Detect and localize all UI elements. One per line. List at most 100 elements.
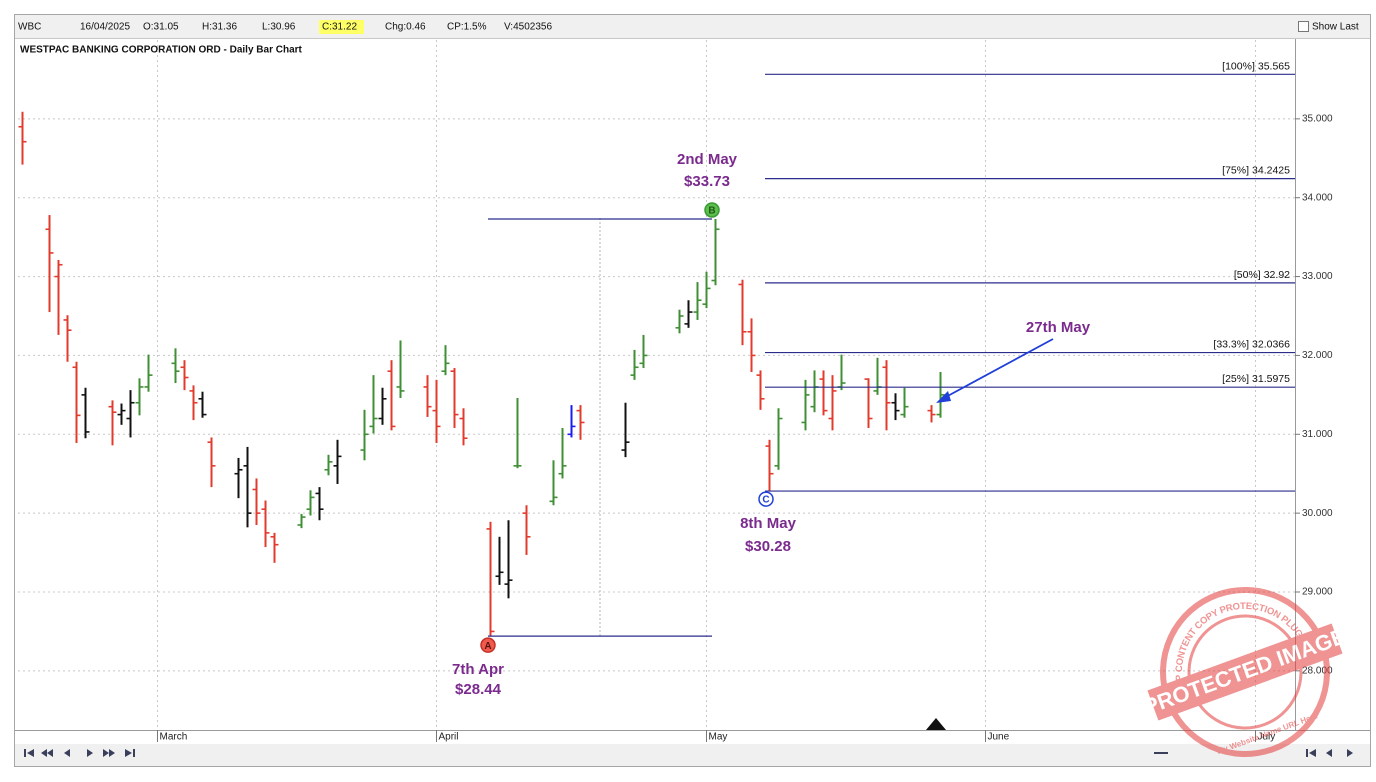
fib-label: [25%] 31.5975	[1222, 373, 1290, 385]
fib-level: [50%]	[1234, 269, 1261, 281]
ohlc-bar	[387, 360, 396, 431]
ohlc-bar	[360, 409, 369, 461]
grid-layer: 28.000 29.000 30.000 31.000 32.000 33.000 34.0…	[18, 40, 1333, 743]
fib-value: 32.92	[1264, 269, 1290, 281]
ohlc-bar	[765, 439, 774, 492]
ohlc-bar	[135, 378, 144, 416]
ohlc-bar	[522, 505, 531, 555]
ohlc-bar	[81, 387, 90, 439]
ohlc-bar	[675, 309, 684, 334]
nav-forward[interactable]	[87, 749, 93, 757]
ohlc-bar	[576, 405, 585, 440]
y-tick-label: 29.000	[1302, 587, 1333, 598]
ohlc-bar	[171, 348, 180, 384]
fib-value: 31.5975	[1252, 373, 1290, 385]
ohlc-bar	[747, 318, 756, 372]
quote-volume: V:4502356	[504, 22, 552, 33]
ohlc-bar	[297, 513, 306, 529]
nav-first[interactable]	[24, 749, 34, 757]
fib-label: [33.3%] 32.0366	[1213, 338, 1290, 350]
pivot-price: $30.28	[745, 538, 791, 555]
ohlc-bar	[72, 361, 81, 443]
ohlc-bar	[207, 437, 216, 488]
nav-right-back[interactable]	[1326, 749, 1332, 757]
ohlc-bar	[441, 345, 450, 376]
fib-level: [100%]	[1222, 60, 1255, 72]
ohlc-bar	[108, 400, 117, 446]
ohlc-bar	[18, 111, 27, 165]
ohlc-bar	[315, 487, 324, 521]
nav-zoom-out[interactable]	[1154, 752, 1168, 754]
ohlc-bar	[801, 379, 810, 431]
quote-change: Chg:0.46	[385, 22, 426, 33]
ohlc-bar	[396, 340, 405, 399]
pivot-price: $28.44	[455, 681, 502, 698]
x-tick-label: June	[988, 732, 1010, 743]
ohlc-bar	[711, 219, 720, 286]
ohlc-bar	[927, 405, 936, 423]
pivot-letter: C	[762, 495, 769, 506]
ohlc-bar	[684, 300, 693, 328]
window-frame	[14, 14, 1371, 767]
nav-last[interactable]	[125, 749, 135, 757]
ohlc-bar	[774, 408, 783, 470]
y-tick-label: 34.000	[1302, 192, 1333, 203]
nav-fast-back[interactable]	[41, 749, 53, 757]
show-last-label[interactable]: Show Last	[1312, 22, 1359, 33]
nav-fast-forward[interactable]	[103, 749, 115, 757]
ohlc-bar	[756, 370, 765, 410]
quote-date: 16/04/2025	[80, 22, 130, 33]
fib-level: [33.3%]	[1213, 338, 1249, 350]
quote-change-pct: CP:1.5%	[447, 22, 487, 33]
pivot-date: 8th May	[740, 515, 797, 532]
ohlc-bar	[459, 408, 468, 446]
ohlc-bar	[126, 390, 135, 438]
ohlc-bar	[819, 370, 828, 416]
ohlc-bar	[117, 403, 126, 425]
pivot-letter: A	[484, 641, 491, 652]
ohlc-bar	[45, 215, 54, 313]
ohlc-bar	[513, 398, 522, 469]
ohlc-bar	[702, 271, 711, 309]
fib-level: [25%]	[1222, 373, 1249, 385]
x-tick-label: March	[160, 732, 188, 743]
close-highlight	[319, 20, 364, 34]
nav-back[interactable]	[64, 749, 70, 757]
ohlc-bar	[243, 446, 252, 528]
ohlc-bar	[423, 375, 432, 417]
ohlc-bar	[252, 478, 261, 525]
ohlc-bar	[621, 402, 630, 458]
fib-label: [75%] 34.2425	[1222, 164, 1290, 176]
y-tick-label: 28.000	[1302, 665, 1333, 676]
ohlc-bar	[639, 334, 648, 369]
y-tick-label: 30.000	[1302, 508, 1333, 519]
ohlc-bar	[333, 439, 342, 484]
pivot-price: $33.73	[684, 173, 730, 190]
x-tick-label: July	[1258, 732, 1276, 743]
current-bar-marker	[926, 718, 946, 730]
ohlc-bar	[144, 354, 153, 392]
fib-level: [75%]	[1222, 164, 1249, 176]
ohlc-bar	[180, 360, 189, 391]
nav-right-first[interactable]	[1306, 749, 1316, 757]
ohlc-bar	[54, 260, 63, 335]
x-tick-label: April	[439, 732, 459, 743]
show-last-checkbox[interactable]	[1298, 21, 1309, 32]
ohlc-bar	[567, 405, 576, 438]
ohlc-bar	[378, 387, 387, 425]
watermark-band	[1147, 623, 1343, 721]
ohlc-bar	[549, 460, 558, 506]
annotation-layer: [100%] 35.565 [75%] 34.2425 [50%] 32.92 [33.3%…	[452, 60, 1295, 698]
pivot-marker	[480, 637, 496, 653]
pivot-date: 2nd May	[677, 151, 738, 168]
fib-value: 35.565	[1258, 60, 1290, 72]
y-tick-label: 33.000	[1302, 271, 1333, 282]
ohlc-bar	[486, 521, 495, 637]
arrow-head	[936, 391, 951, 403]
nav-right-forward[interactable]	[1347, 749, 1353, 757]
nav-bar	[15, 744, 1370, 766]
ohlc-bar	[882, 360, 891, 431]
x-tick-label: May	[709, 732, 728, 743]
